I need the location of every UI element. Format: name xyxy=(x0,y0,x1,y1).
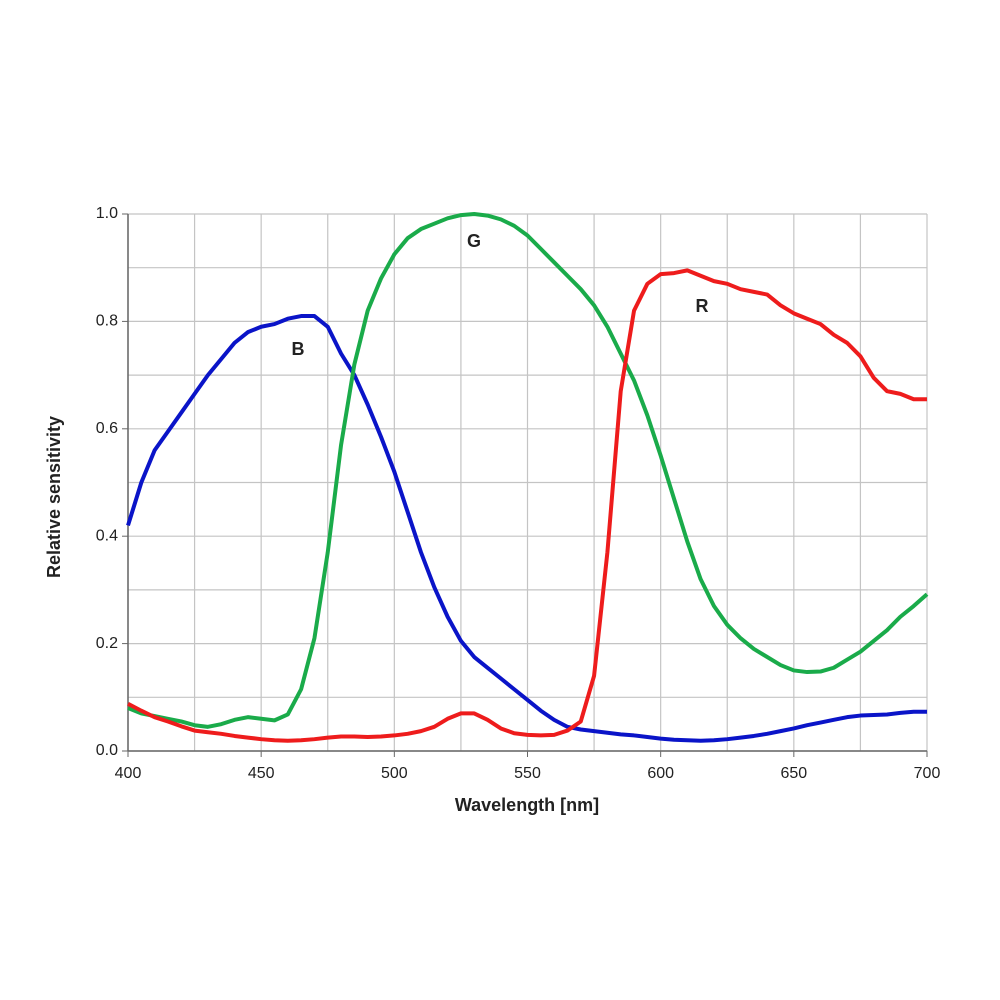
x-tick-label: 550 xyxy=(514,765,541,782)
x-axis-label: Wavelength [nm] xyxy=(455,795,599,815)
x-tick-label: 500 xyxy=(381,765,408,782)
x-tick-label: 450 xyxy=(248,765,275,782)
series-label: G xyxy=(467,231,481,251)
series-line xyxy=(127,268,927,743)
y-tick-label: 1.0 xyxy=(96,205,118,222)
y-tick-label: 0.6 xyxy=(96,420,118,437)
y-axis-label: Relative sensitivity xyxy=(44,416,64,578)
x-tick-label: 400 xyxy=(115,765,142,782)
series-label: R xyxy=(696,296,709,316)
y-tick-label: 0.2 xyxy=(96,635,118,652)
x-tick-label: 650 xyxy=(780,765,807,782)
series-label: B xyxy=(292,339,305,359)
series-line xyxy=(127,212,929,729)
series-line xyxy=(126,314,927,743)
x-tick-label: 600 xyxy=(647,765,674,782)
y-tick-label: 0.8 xyxy=(96,313,118,330)
y-tick-label: 0.0 xyxy=(96,742,118,759)
x-tick-label: 700 xyxy=(914,765,941,782)
y-tick-label: 0.4 xyxy=(96,527,118,544)
